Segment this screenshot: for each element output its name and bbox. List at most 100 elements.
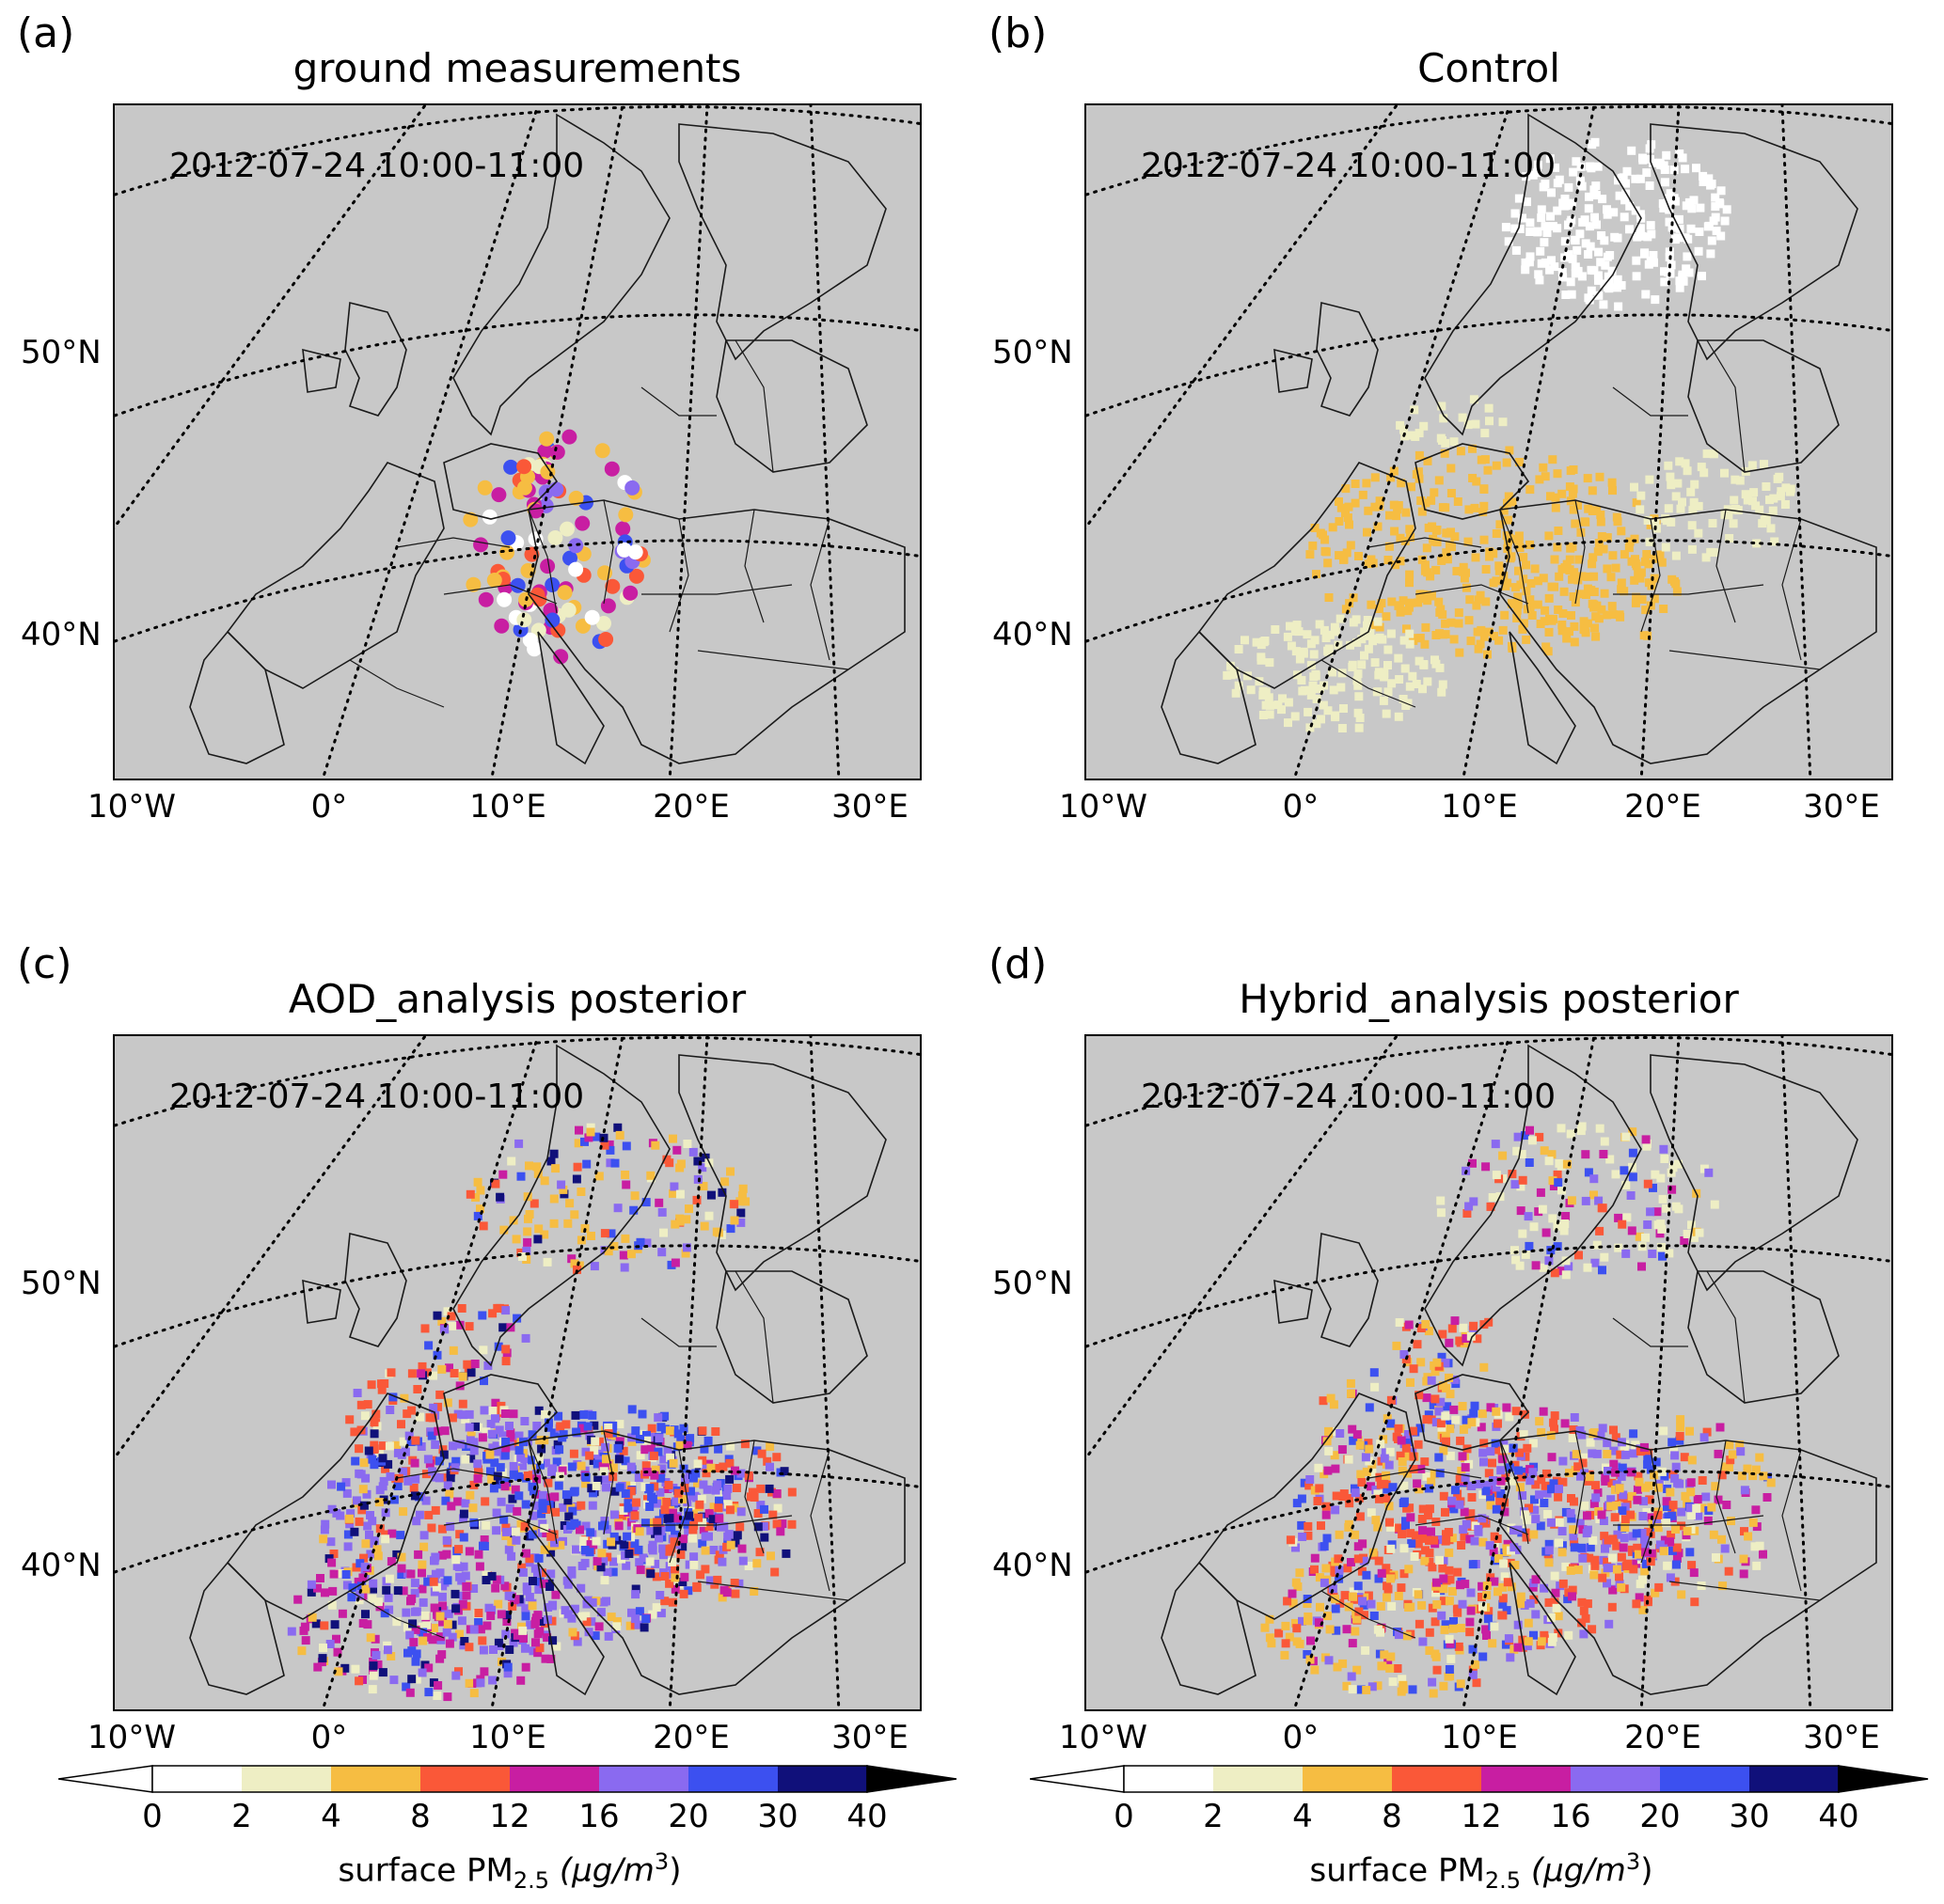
field-cell: [397, 1570, 406, 1579]
field-cell: [735, 1197, 745, 1206]
field-cell: [1492, 1407, 1501, 1416]
field-cell: [1523, 1443, 1532, 1453]
field-cell: [1447, 1324, 1457, 1333]
field-cell: [536, 1617, 545, 1626]
field-cell: [319, 1534, 328, 1544]
field-cell: [1634, 1471, 1643, 1481]
field-cell: [685, 1204, 693, 1214]
field-cell: [412, 1675, 421, 1684]
field-cell: [1389, 500, 1399, 510]
field-cell: [1720, 468, 1729, 478]
field-cell: [672, 1514, 681, 1523]
field-cell: [399, 1586, 408, 1596]
field-cell: [1525, 595, 1535, 605]
field-cell: [473, 1211, 482, 1220]
field-cell: [520, 1417, 529, 1425]
field-cell: [731, 1466, 739, 1475]
country-border: [1415, 1515, 1529, 1535]
field-cell: [1588, 559, 1597, 569]
field-cell: [698, 1163, 707, 1172]
field-cell: [1328, 523, 1337, 532]
field-cell: [419, 1597, 428, 1607]
field-cell: [1686, 1478, 1696, 1487]
field-cell: [1688, 506, 1698, 515]
field-cell: [1548, 455, 1557, 464]
field-cell: [639, 1553, 648, 1563]
field-cell: [1555, 1518, 1564, 1527]
field-cell: [505, 1645, 514, 1654]
field-cell: [787, 1487, 797, 1497]
field-cell: [1567, 215, 1576, 225]
field-cell: [1312, 570, 1320, 579]
field-cell: [572, 1427, 581, 1437]
field-cell: [1568, 254, 1577, 263]
field-cell: [1324, 1656, 1334, 1665]
field-cell: [492, 1508, 501, 1518]
field-cell: [1506, 1653, 1515, 1662]
field-cell: [1521, 265, 1530, 275]
station-dot: [478, 591, 494, 607]
meridian: [809, 105, 841, 779]
field-cell: [1379, 696, 1388, 705]
field-cell: [411, 1625, 420, 1634]
field-cell: [1310, 524, 1320, 532]
field-cell: [454, 1545, 464, 1554]
field-cell: [497, 1497, 506, 1506]
field-cell: [370, 1445, 379, 1454]
field-cell: [1591, 632, 1601, 641]
field-cell: [705, 1576, 715, 1585]
longitude-label: 30°E: [831, 1719, 909, 1756]
field-cell: [1485, 1541, 1494, 1550]
field-cell: [698, 1539, 707, 1549]
field-cell: [578, 1424, 588, 1433]
field-cell: [501, 1357, 511, 1366]
field-cell: [458, 1599, 467, 1609]
field-cell: [1335, 1574, 1344, 1583]
field-cell: [1749, 488, 1759, 497]
field-cell: [1643, 1455, 1652, 1464]
field-cell: [553, 1440, 562, 1449]
field-cell: [1403, 1430, 1413, 1439]
field-cell: [719, 1585, 729, 1595]
field-cell: [1488, 1458, 1496, 1468]
field-cell: [405, 1630, 415, 1640]
field-cell: [1664, 194, 1673, 203]
parallel: [115, 1036, 920, 1127]
field-cell: [1304, 1613, 1313, 1621]
field-cell: [1300, 685, 1309, 695]
field-cell: [1537, 1637, 1546, 1646]
longitude-label: 10°E: [1441, 1719, 1518, 1756]
field-cell: [406, 1569, 416, 1579]
field-cell: [1305, 1655, 1315, 1664]
field-cell: [1438, 680, 1447, 689]
field-cell: [1405, 525, 1415, 534]
field-cell: [1633, 1495, 1642, 1504]
field-cell: [1637, 1262, 1646, 1271]
field-cell: [1662, 1204, 1671, 1213]
field-cell: [640, 1482, 650, 1491]
coastline: [537, 1562, 605, 1696]
field-cell: [1703, 222, 1713, 231]
field-cell: [471, 1193, 481, 1202]
colorbar-bin: [1392, 1766, 1481, 1792]
field-cell: [509, 1638, 518, 1647]
field-cell: [471, 1422, 480, 1431]
field-cell: [1646, 1207, 1655, 1217]
field-cell: [1654, 1582, 1664, 1592]
field-cell: [1428, 591, 1436, 601]
field-cell: [586, 1540, 595, 1550]
field-cell: [549, 1219, 559, 1228]
field-cell: [642, 1430, 651, 1440]
field-cell: [1752, 1561, 1762, 1570]
field-cell: [1659, 201, 1668, 211]
field-cell: [434, 1402, 443, 1411]
field-cell: [1439, 1491, 1448, 1501]
field-cell: [563, 1610, 573, 1619]
field-cell: [402, 1682, 411, 1692]
field-cell: [1330, 1451, 1339, 1460]
field-cell: [1394, 1592, 1403, 1600]
field-cell: [1373, 617, 1383, 626]
field-cell: [1653, 1483, 1663, 1492]
field-cell: [301, 1636, 310, 1645]
field-cell: [579, 1536, 589, 1546]
